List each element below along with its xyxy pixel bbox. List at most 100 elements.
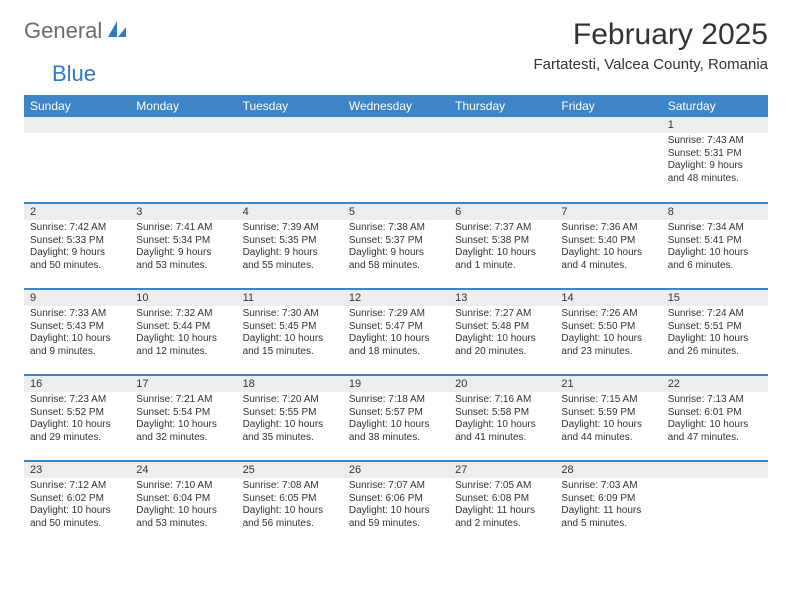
month-title: February 2025 — [533, 18, 768, 52]
calendar-cell: 10Sunrise: 7:32 AMSunset: 5:44 PMDayligh… — [130, 289, 236, 375]
calendar-cell: 25Sunrise: 7:08 AMSunset: 6:05 PMDayligh… — [237, 461, 343, 547]
day-number: 9 — [24, 290, 130, 306]
day-number: 26 — [343, 462, 449, 478]
logo-text-blue: Blue — [52, 61, 96, 87]
day-number: 10 — [130, 290, 236, 306]
calendar-cell — [662, 461, 768, 547]
weekday-header: Tuesday — [237, 95, 343, 117]
day-number: 22 — [662, 376, 768, 392]
day-number-empty — [555, 117, 661, 133]
calendar-cell: 23Sunrise: 7:12 AMSunset: 6:02 PMDayligh… — [24, 461, 130, 547]
calendar-cell — [130, 117, 236, 203]
calendar-page: General February 2025 Fartatesti, Valcea… — [0, 0, 792, 565]
calendar-cell: 13Sunrise: 7:27 AMSunset: 5:48 PMDayligh… — [449, 289, 555, 375]
calendar-cell: 18Sunrise: 7:20 AMSunset: 5:55 PMDayligh… — [237, 375, 343, 461]
calendar-cell: 27Sunrise: 7:05 AMSunset: 6:08 PMDayligh… — [449, 461, 555, 547]
day-number-empty — [237, 117, 343, 133]
day-number: 18 — [237, 376, 343, 392]
weekday-header: Saturday — [662, 95, 768, 117]
calendar-cell: 26Sunrise: 7:07 AMSunset: 6:06 PMDayligh… — [343, 461, 449, 547]
day-number: 14 — [555, 290, 661, 306]
day-details: Sunrise: 7:34 AMSunset: 5:41 PMDaylight:… — [662, 220, 768, 276]
calendar-week-row: 9Sunrise: 7:33 AMSunset: 5:43 PMDaylight… — [24, 289, 768, 375]
calendar-cell — [449, 117, 555, 203]
day-details: Sunrise: 7:43 AMSunset: 5:31 PMDaylight:… — [662, 133, 768, 189]
day-number: 2 — [24, 204, 130, 220]
day-details: Sunrise: 7:16 AMSunset: 5:58 PMDaylight:… — [449, 392, 555, 448]
day-number: 28 — [555, 462, 661, 478]
calendar-week-row: 16Sunrise: 7:23 AMSunset: 5:52 PMDayligh… — [24, 375, 768, 461]
calendar-cell: 20Sunrise: 7:16 AMSunset: 5:58 PMDayligh… — [449, 375, 555, 461]
day-number-empty — [343, 117, 449, 133]
day-number: 19 — [343, 376, 449, 392]
logo: General — [24, 18, 130, 44]
day-number: 16 — [24, 376, 130, 392]
day-number: 21 — [555, 376, 661, 392]
day-number: 4 — [237, 204, 343, 220]
calendar-table: SundayMondayTuesdayWednesdayThursdayFrid… — [24, 95, 768, 547]
day-number: 6 — [449, 204, 555, 220]
title-block: February 2025 Fartatesti, Valcea County,… — [533, 18, 768, 73]
calendar-head: SundayMondayTuesdayWednesdayThursdayFrid… — [24, 95, 768, 117]
day-number: 25 — [237, 462, 343, 478]
day-number: 7 — [555, 204, 661, 220]
day-details: Sunrise: 7:37 AMSunset: 5:38 PMDaylight:… — [449, 220, 555, 276]
day-details: Sunrise: 7:27 AMSunset: 5:48 PMDaylight:… — [449, 306, 555, 362]
day-details: Sunrise: 7:24 AMSunset: 5:51 PMDaylight:… — [662, 306, 768, 362]
day-number: 8 — [662, 204, 768, 220]
calendar-cell: 3Sunrise: 7:41 AMSunset: 5:34 PMDaylight… — [130, 203, 236, 289]
day-number: 1 — [662, 117, 768, 133]
calendar-cell — [24, 117, 130, 203]
day-number: 15 — [662, 290, 768, 306]
calendar-cell: 22Sunrise: 7:13 AMSunset: 6:01 PMDayligh… — [662, 375, 768, 461]
day-details: Sunrise: 7:21 AMSunset: 5:54 PMDaylight:… — [130, 392, 236, 448]
day-details: Sunrise: 7:05 AMSunset: 6:08 PMDaylight:… — [449, 478, 555, 534]
day-details: Sunrise: 7:10 AMSunset: 6:04 PMDaylight:… — [130, 478, 236, 534]
calendar-cell: 1Sunrise: 7:43 AMSunset: 5:31 PMDaylight… — [662, 117, 768, 203]
day-number: 23 — [24, 462, 130, 478]
calendar-cell: 28Sunrise: 7:03 AMSunset: 6:09 PMDayligh… — [555, 461, 661, 547]
day-details: Sunrise: 7:03 AMSunset: 6:09 PMDaylight:… — [555, 478, 661, 534]
calendar-cell: 7Sunrise: 7:36 AMSunset: 5:40 PMDaylight… — [555, 203, 661, 289]
day-details: Sunrise: 7:12 AMSunset: 6:02 PMDaylight:… — [24, 478, 130, 534]
weekday-header: Monday — [130, 95, 236, 117]
calendar-week-row: 2Sunrise: 7:42 AMSunset: 5:33 PMDaylight… — [24, 203, 768, 289]
day-number-empty — [449, 117, 555, 133]
day-details: Sunrise: 7:33 AMSunset: 5:43 PMDaylight:… — [24, 306, 130, 362]
day-details: Sunrise: 7:07 AMSunset: 6:06 PMDaylight:… — [343, 478, 449, 534]
weekday-header: Wednesday — [343, 95, 449, 117]
day-number: 12 — [343, 290, 449, 306]
weekday-header: Friday — [555, 95, 661, 117]
day-number: 13 — [449, 290, 555, 306]
day-number: 5 — [343, 204, 449, 220]
location-text: Fartatesti, Valcea County, Romania — [533, 56, 768, 73]
day-details: Sunrise: 7:42 AMSunset: 5:33 PMDaylight:… — [24, 220, 130, 276]
day-details: Sunrise: 7:30 AMSunset: 5:45 PMDaylight:… — [237, 306, 343, 362]
day-number: 3 — [130, 204, 236, 220]
calendar-cell: 9Sunrise: 7:33 AMSunset: 5:43 PMDaylight… — [24, 289, 130, 375]
calendar-cell: 5Sunrise: 7:38 AMSunset: 5:37 PMDaylight… — [343, 203, 449, 289]
day-number: 20 — [449, 376, 555, 392]
calendar-cell — [237, 117, 343, 203]
day-details: Sunrise: 7:23 AMSunset: 5:52 PMDaylight:… — [24, 392, 130, 448]
day-number: 11 — [237, 290, 343, 306]
calendar-cell: 8Sunrise: 7:34 AMSunset: 5:41 PMDaylight… — [662, 203, 768, 289]
calendar-cell: 4Sunrise: 7:39 AMSunset: 5:35 PMDaylight… — [237, 203, 343, 289]
day-details: Sunrise: 7:13 AMSunset: 6:01 PMDaylight:… — [662, 392, 768, 448]
day-details: Sunrise: 7:41 AMSunset: 5:34 PMDaylight:… — [130, 220, 236, 276]
weekday-header: Thursday — [449, 95, 555, 117]
day-number-empty — [130, 117, 236, 133]
logo-text-general: General — [24, 18, 102, 44]
day-details: Sunrise: 7:08 AMSunset: 6:05 PMDaylight:… — [237, 478, 343, 534]
calendar-cell: 11Sunrise: 7:30 AMSunset: 5:45 PMDayligh… — [237, 289, 343, 375]
calendar-cell: 15Sunrise: 7:24 AMSunset: 5:51 PMDayligh… — [662, 289, 768, 375]
day-details: Sunrise: 7:32 AMSunset: 5:44 PMDaylight:… — [130, 306, 236, 362]
calendar-cell: 14Sunrise: 7:26 AMSunset: 5:50 PMDayligh… — [555, 289, 661, 375]
day-number-empty — [24, 117, 130, 133]
calendar-week-row: 23Sunrise: 7:12 AMSunset: 6:02 PMDayligh… — [24, 461, 768, 547]
calendar-cell — [343, 117, 449, 203]
day-details: Sunrise: 7:18 AMSunset: 5:57 PMDaylight:… — [343, 392, 449, 448]
day-details: Sunrise: 7:29 AMSunset: 5:47 PMDaylight:… — [343, 306, 449, 362]
day-details: Sunrise: 7:39 AMSunset: 5:35 PMDaylight:… — [237, 220, 343, 276]
calendar-cell: 19Sunrise: 7:18 AMSunset: 5:57 PMDayligh… — [343, 375, 449, 461]
